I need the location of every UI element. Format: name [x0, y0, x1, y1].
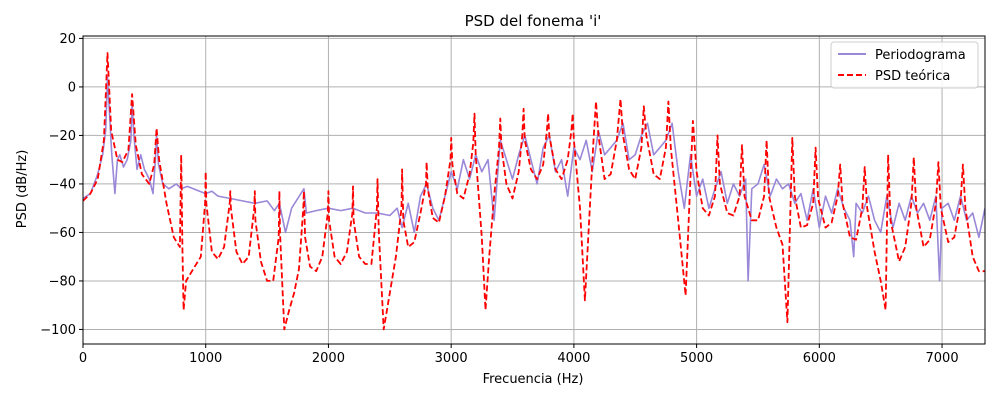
y-tick-label: 0	[68, 80, 76, 95]
x-tick-label: 6000	[803, 351, 836, 366]
y-tick-label: −40	[49, 177, 76, 192]
chart-title: PSD del fonema 'i'	[465, 12, 602, 30]
x-tick-label: 3000	[435, 351, 468, 366]
x-axis-label: Frecuencia (Hz)	[483, 372, 584, 387]
y-axis-label: PSD (dB/Hz)	[15, 150, 30, 229]
series-line-psd-teorica	[83, 52, 985, 331]
legend-label-psd-teorica: PSD teórica	[875, 69, 950, 84]
x-tick-label: 5000	[680, 351, 713, 366]
y-tick-label: 20	[59, 32, 76, 47]
y-tick-label: −20	[49, 129, 76, 144]
y-tick-label: −100	[40, 323, 76, 338]
legend: Periodograma PSD teórica	[830, 41, 979, 89]
x-tick-label: 1000	[189, 351, 222, 366]
x-tick-label: 7000	[926, 351, 959, 366]
x-tick-label: 2000	[312, 351, 345, 366]
legend-label-periodograma: Periodograma	[875, 48, 966, 63]
y-tick-label: −80	[49, 274, 76, 289]
plot-frame	[82, 35, 986, 345]
ticks: 0 1000 2000 3000 4000 5000 6000 7000 −100 −80 −60 −…	[40, 32, 958, 366]
series-layer	[83, 52, 985, 331]
legend-box	[830, 41, 979, 89]
x-tick-label: 4000	[557, 351, 590, 366]
y-tick-label: −60	[49, 226, 76, 241]
x-tick-label: 0	[79, 351, 87, 366]
